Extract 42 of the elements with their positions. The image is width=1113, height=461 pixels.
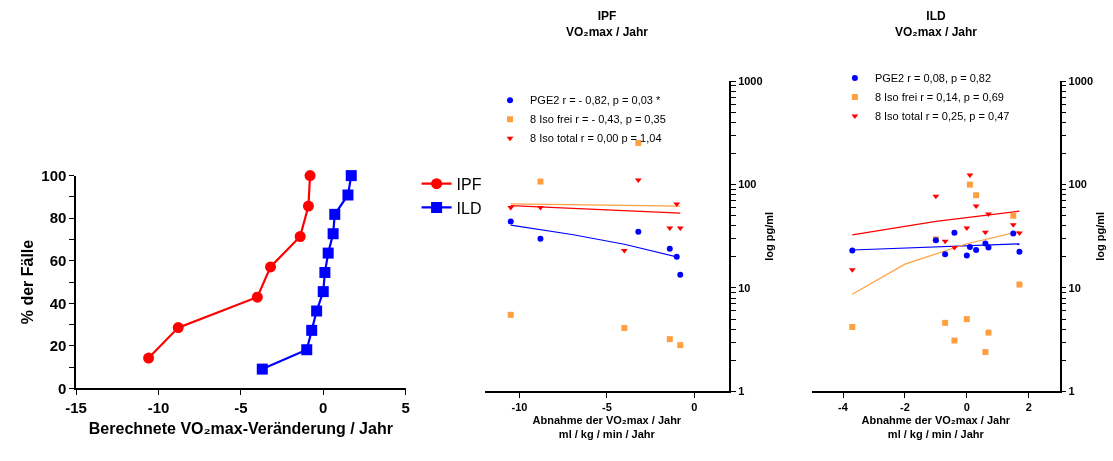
y-tick-label: 100 xyxy=(41,166,67,184)
chart-title: IPF VO₂max / Jahr xyxy=(566,9,649,39)
y-tick-label: 10 xyxy=(738,281,751,294)
legend-label: 8 Iso total r = 0,00 p = 1,04 xyxy=(530,132,662,145)
x-tick-label: -5 xyxy=(601,401,612,414)
legend-label: 8 Iso frei r = 0,14, p = 0,69 xyxy=(874,91,1004,104)
x-tick-label: 2 xyxy=(1025,401,1032,414)
x-axis-title: Berechnete VO₂max-Veränderung / Jahr xyxy=(88,420,393,438)
y-tick-label: 1 xyxy=(1068,385,1075,398)
legend-label: 8 Iso frei r = - 0,43, p = 0,35 xyxy=(530,113,666,126)
y-tick-label: 100 xyxy=(1068,178,1087,191)
x-tick-label: 0 xyxy=(691,401,698,414)
y-tick-label: 100 xyxy=(738,178,757,191)
y-tick-label: 20 xyxy=(49,337,67,355)
x-tick-label: 0 xyxy=(963,401,970,414)
legend-label: 8 Iso total r = 0,25, p = 0,47 xyxy=(874,110,1010,123)
y-tick-label: 1 xyxy=(738,385,745,398)
y-tick-label: 1000 xyxy=(738,75,763,88)
legend-label: PGE2 r = - 0,82, p = 0,03 * xyxy=(530,94,661,107)
x-tick-label: -10 xyxy=(147,399,170,417)
y-axis-title: % der Fälle xyxy=(18,239,36,325)
y-tick-label: 1000 xyxy=(1068,75,1094,88)
y-tick-label: 10 xyxy=(1068,281,1081,294)
y-tick-label: 60 xyxy=(49,252,67,270)
x-tick-label: -15 xyxy=(65,399,87,417)
x-axis-title: Abnahme der VO₂max / Jahr ml / kg / min / Jahr xyxy=(532,414,682,441)
y-axis-title: log pg/ml xyxy=(763,211,776,261)
x-tick-label: -2 xyxy=(900,401,910,414)
y-tick-label: 80 xyxy=(49,209,67,227)
y-tick-label: 40 xyxy=(49,294,67,312)
x-tick-label: -5 xyxy=(234,399,248,417)
x-tick-label: 5 xyxy=(401,399,410,417)
x-tick-label: 0 xyxy=(319,399,328,417)
legend-label: IPF xyxy=(456,175,482,193)
x-axis-title: Abnahme der VO₂max / Jahr ml / kg / min / Jahr xyxy=(861,414,1011,441)
y-tick-label: 0 xyxy=(58,379,67,397)
chart-title: ILD VO₂max / Jahr xyxy=(895,9,978,39)
x-tick-label: -10 xyxy=(511,401,528,414)
y-axis-title: log pg/ml xyxy=(1093,211,1106,261)
legend-label: PGE2 r = 0,08, p = 0,82 xyxy=(874,72,992,85)
legend-label: ILD xyxy=(456,199,482,217)
x-tick-label: -4 xyxy=(838,401,849,414)
